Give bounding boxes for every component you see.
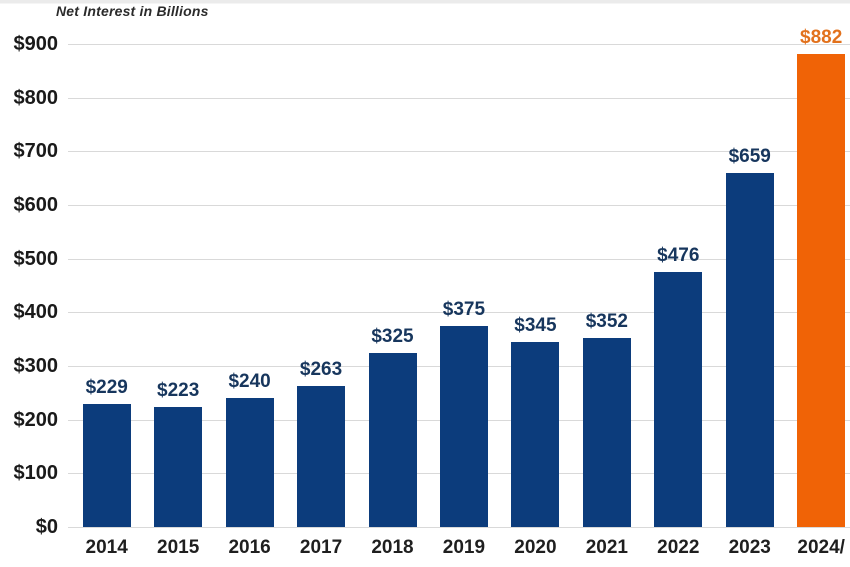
y-tick-label: $800 — [13, 86, 59, 109]
y-tick-label: $300 — [13, 355, 59, 377]
bar-2016 — [225, 398, 274, 527]
x-tick-label: 2016 — [228, 537, 271, 558]
y-tick-label: $500 — [13, 247, 59, 270]
bar-2019 — [439, 325, 488, 527]
x-tick-label: 2021 — [585, 537, 628, 558]
gridline — [68, 44, 850, 45]
bar-2017 — [297, 385, 346, 527]
bar-2022 — [654, 271, 703, 527]
x-tick-label: 2018 — [371, 537, 414, 558]
y-tick-label: $200 — [13, 408, 59, 431]
bar-2021 — [582, 338, 631, 527]
bar-value-label: $659 — [728, 146, 771, 168]
gridline — [68, 527, 850, 528]
bar-value-label: $345 — [514, 314, 557, 336]
gridline — [68, 205, 850, 206]
x-tick-label: 2015 — [157, 537, 200, 558]
y-tick-label: $900 — [13, 33, 59, 55]
bar-value-label: $325 — [371, 325, 414, 347]
bar-2023 — [725, 173, 774, 527]
gridline — [68, 97, 850, 99]
x-axis: 2014 2015 2016 2017 2018 2019 2020 2021 2022 2023… — [0, 537, 850, 567]
y-tick-label: $0 — [35, 516, 58, 538]
bar-value-label: $476 — [657, 244, 700, 266]
x-tick-label: 2022 — [657, 537, 700, 558]
bar-value-label: $375 — [442, 298, 486, 320]
bar-value-label: $229 — [85, 377, 128, 399]
y-tick-label: $100 — [13, 462, 59, 485]
gridline — [68, 258, 850, 260]
chart-title: Net Interest in Billions — [56, 3, 209, 19]
bar-2015 — [154, 407, 203, 527]
y-tick-label: $700 — [13, 140, 59, 163]
bar-value-label: $263 — [299, 358, 343, 380]
x-tick-label: 2024/ — [797, 537, 845, 558]
x-tick-label: 2017 — [299, 537, 343, 558]
bar-2018 — [368, 352, 417, 527]
y-axis: $0 $100 $200 $300 $400 $500 $600 $700 $800 $900 — [0, 33, 59, 538]
bar-value-label: $882 — [800, 26, 843, 48]
x-tick-label: 2023 — [728, 537, 771, 558]
y-tick-label: $600 — [13, 194, 59, 216]
bar-2024 — [797, 53, 846, 527]
x-tick-label: 2020 — [514, 537, 557, 558]
plot-area: $229 $223 $240 $263 $325 $375 $345 $352 $476 $659… — [68, 27, 850, 528]
gridline — [68, 312, 850, 314]
bar-value-label: $352 — [585, 311, 628, 333]
gridline — [68, 151, 850, 153]
x-tick-label: 2019 — [442, 537, 486, 558]
x-tick-label: 2014 — [85, 537, 128, 558]
y-tick-label: $400 — [13, 301, 59, 324]
bar-value-label: $223 — [157, 380, 200, 402]
bar-2020 — [511, 341, 560, 527]
bar-2014 — [82, 404, 131, 527]
top-border-divider — [0, 0, 850, 4]
bar-value-label: $240 — [228, 371, 271, 393]
